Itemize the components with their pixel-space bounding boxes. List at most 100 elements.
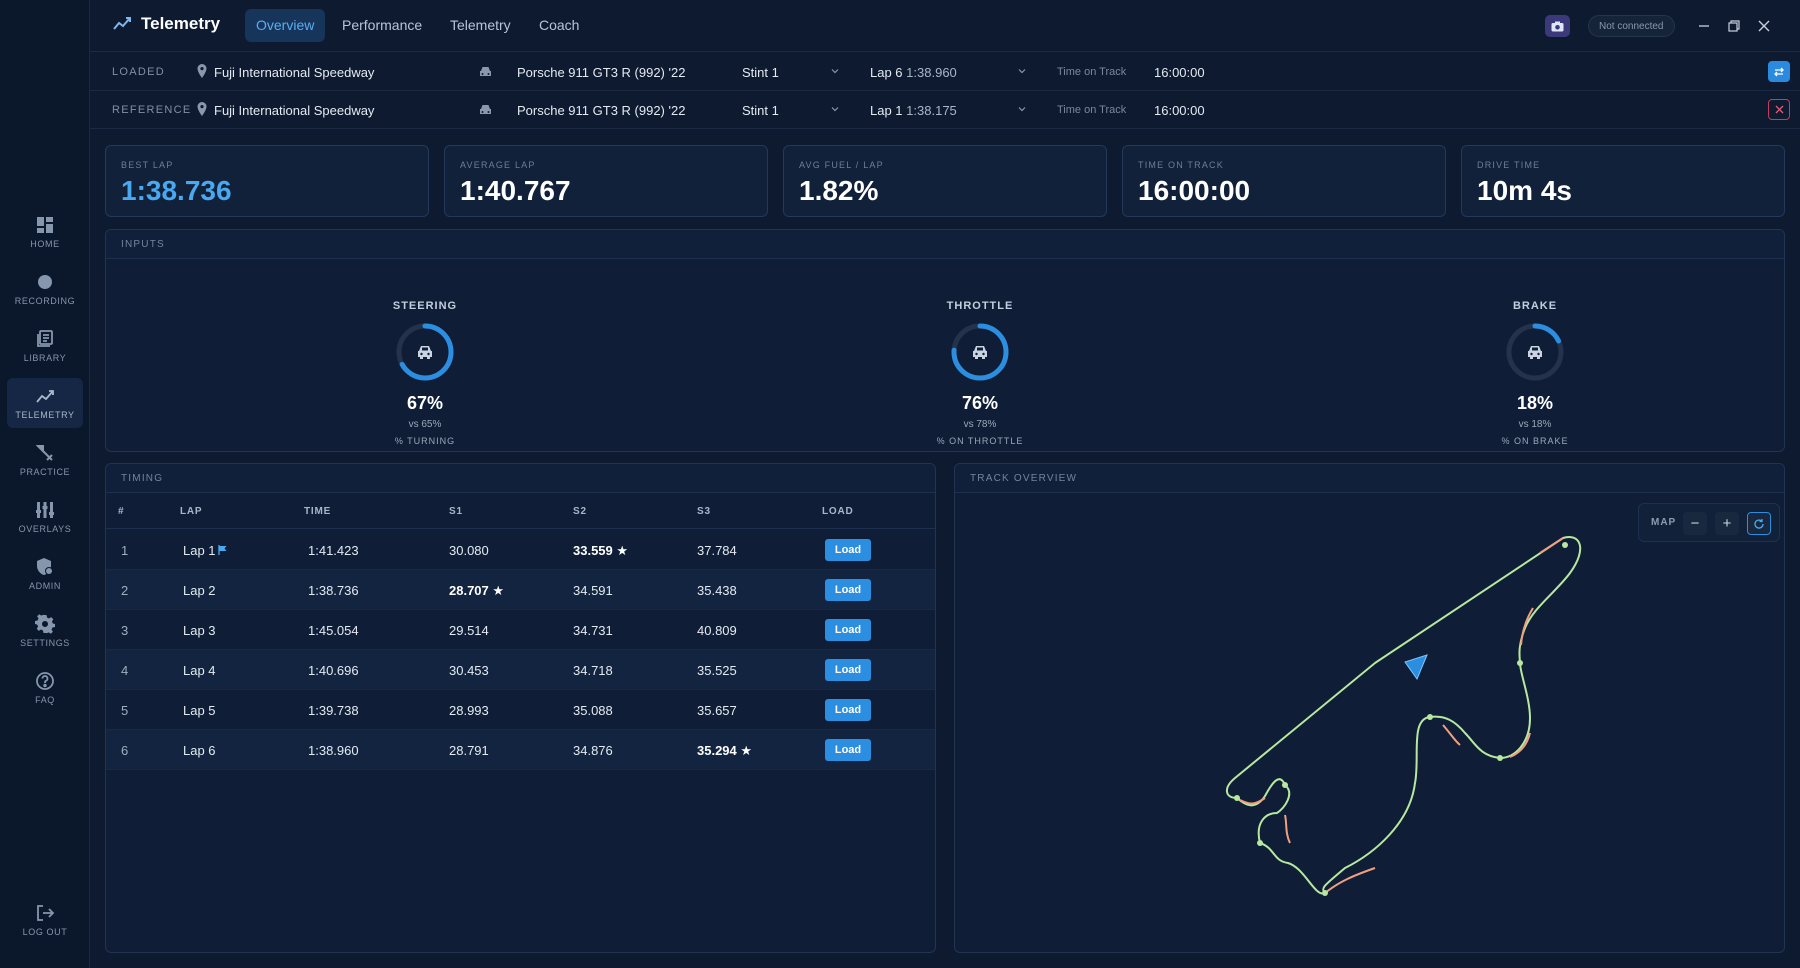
stat-value: 1.82% [799,175,879,206]
loaded-car[interactable]: Porsche 911 GT3 R (992) '22 [517,65,686,80]
sector3-cell: 35.438 [697,583,737,598]
gear-icon [35,614,55,634]
sidebar-item-library[interactable]: LIBRARY [7,321,83,371]
sidebar-item-recording[interactable]: RECORDING [7,264,83,314]
lap-index-cell: 6 [121,743,129,758]
table-row: 6 Lap 6 1:38.960 28.791 34.876 35.294 ★ Load [106,730,935,770]
inputs-panel: INPUTS STEERING 67% vs 65% % TURNING THR… [105,229,1785,452]
tab-performance[interactable]: Performance [342,17,423,33]
stat-title: DRIVE TIME [1477,160,1541,170]
track-map[interactable] [955,493,1785,953]
lap-index-cell: 4 [121,663,129,678]
tab-overview[interactable]: Overview [245,9,326,42]
steering-gauge: STEERING 67% vs 65% % TURNING [355,300,495,446]
sidebar-item-telemetry[interactable]: TELEMETRY [7,378,83,428]
sidebar-item-label: SETTINGS [20,638,70,648]
flag-icon [218,545,227,555]
sidebar-item-practice[interactable]: PRACTICE [7,435,83,485]
stat-value: 10m 4s [1477,175,1572,206]
chevron-down-icon[interactable] [830,66,840,76]
time-on-track-value: 16:00:00 [1154,65,1205,80]
sidebar-item-label: LOG OUT [22,927,68,937]
gauge-title: BRAKE [1512,300,1558,312]
gauge-subtitle: % ON THROTTLE [936,436,1024,446]
clear-reference-button[interactable] [1768,99,1790,120]
corner-marker [1234,795,1240,801]
sidebar-item-label: HOME [30,239,60,249]
time-on-track-value: 16:00:00 [1154,103,1205,118]
car-icon [480,67,491,76]
stat-title: AVG FUEL / LAP [799,160,884,170]
lap-number: Lap 6 [870,65,903,80]
app-title: Telemetry [141,14,221,33]
braking-zone [1284,814,1291,844]
reference-car[interactable]: Porsche 911 GT3 R (992) '22 [517,103,686,118]
car-position-arrow [1404,654,1428,681]
close-button[interactable] [1754,16,1774,36]
panel-title: TRACK OVERVIEW [955,464,1784,493]
top-bar: Telemetry Overview Performance Telemetry… [90,0,1800,52]
tools-icon [35,445,53,461]
stat-card-time-on-track: TIME ON TRACK 16:00:00 [1122,145,1446,217]
load-lap-button[interactable]: Load [825,539,871,561]
reference-lap-select[interactable]: Lap 1 1:38.175 [870,103,957,118]
chevron-down-icon[interactable] [1017,66,1027,76]
load-lap-button[interactable]: Load [825,739,871,761]
zoom-out-button[interactable]: − [1683,512,1707,535]
sidebar: HOME RECORDING LIBRARY TELEMETRY PRACTIC… [0,0,90,968]
tab-coach[interactable]: Coach [539,17,580,33]
time-on-track-label: Time on Track [1057,104,1127,116]
gauge-ring [396,323,454,381]
corner-marker [1282,782,1288,788]
lap-name-cell: Lap 3 [183,623,216,638]
time-on-track-label: Time on Track [1057,66,1127,78]
sidebar-item-home[interactable]: HOME [7,207,83,257]
sector1-cell: 28.707 ★ [449,583,505,598]
location-pin-icon [197,64,207,78]
zoom-in-button[interactable]: + [1715,512,1739,535]
sidebar-item-overlays[interactable]: OVERLAYS [7,492,83,542]
loaded-track[interactable]: Fuji International Speedway [214,65,375,80]
reset-view-button[interactable] [1747,512,1771,535]
sidebar-item-label: RECORDING [14,296,76,306]
gauge-percent: 76% [961,393,999,413]
gauge-arc [1506,323,1564,381]
stat-value: 1:40.767 [460,175,571,206]
sidebar-item-faq[interactable]: FAQ [7,663,83,713]
reference-session-row: REFERENCE Fuji International Speedway Po… [90,91,1800,129]
loaded-stint-select[interactable]: Stint 1 [742,65,779,80]
reference-track[interactable]: Fuji International Speedway [214,103,375,118]
panel-title: TIMING [106,464,935,493]
load-lap-button[interactable]: Load [825,619,871,641]
location-pin-icon [197,102,207,116]
sidebar-item-label: LIBRARY [23,353,67,363]
chevron-down-icon[interactable] [830,104,840,114]
corner-marker [1257,840,1263,846]
tab-telemetry[interactable]: Telemetry [450,17,511,33]
table-row: 1 Lap 1 1:41.423 30.080 33.559 ★ 37.784 Load [106,530,935,570]
car-icon [480,105,491,114]
minimize-button[interactable] [1694,16,1714,36]
loaded-lap-select[interactable]: Lap 6 1:38.960 [870,65,957,80]
grid-icon [37,217,53,233]
lap-time-cell: 1:38.736 [308,583,359,598]
restore-button[interactable] [1724,16,1744,36]
chevron-down-icon[interactable] [1017,104,1027,114]
column-header: S2 [573,506,587,517]
restore-icon [1728,20,1740,32]
sidebar-item-label: ADMIN [29,581,61,591]
sidebar-item-label: OVERLAYS [18,524,72,534]
sync-button[interactable] [1768,61,1790,82]
sidebar-item-logout[interactable]: LOG OUT [7,895,83,945]
lap-number: Lap 1 [870,103,903,118]
sidebar-item-admin[interactable]: ADMIN [7,549,83,599]
loaded-label: LOADED [112,66,166,78]
load-lap-button[interactable]: Load [825,699,871,721]
reference-stint-select[interactable]: Stint 1 [742,103,779,118]
sector2-cell: 34.876 [573,743,613,758]
screenshot-button[interactable] [1545,15,1570,37]
table-row: 4 Lap 4 1:40.696 30.453 34.718 35.525 Load [106,650,935,690]
sidebar-item-settings[interactable]: SETTINGS [7,606,83,656]
load-lap-button[interactable]: Load [825,579,871,601]
load-lap-button[interactable]: Load [825,659,871,681]
